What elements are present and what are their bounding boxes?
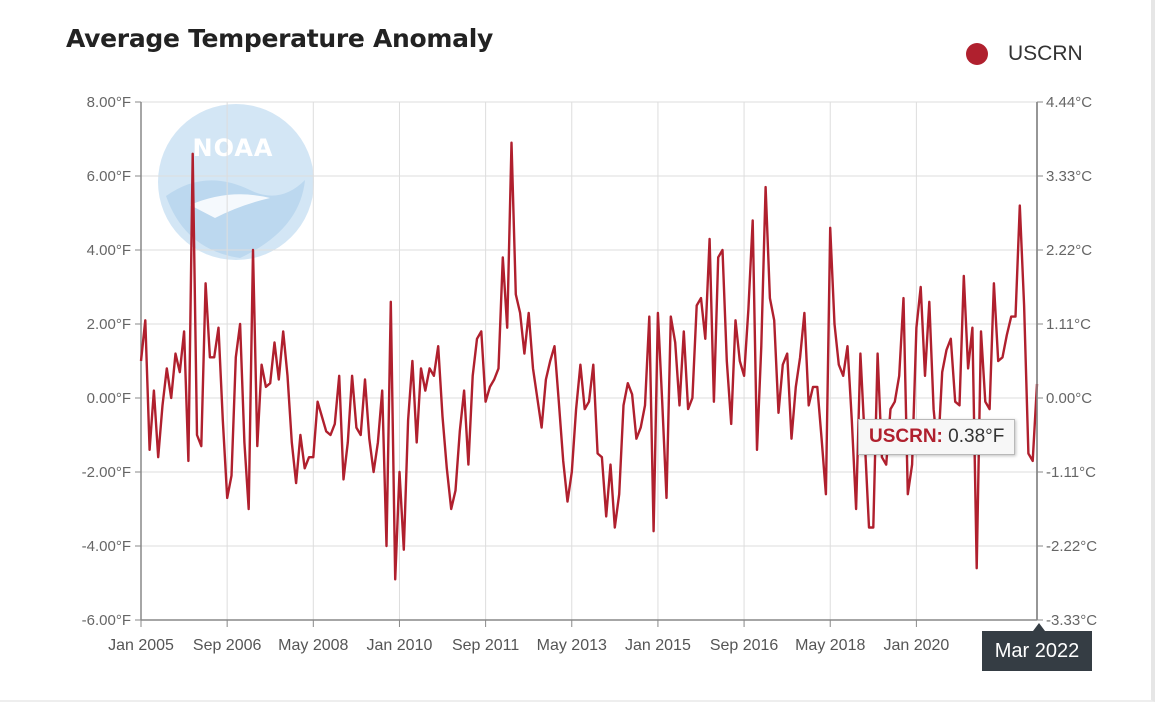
x-tick-label: Sep 2006 [193, 637, 262, 654]
y2-tick-label: 3.33°C [1046, 168, 1092, 185]
x-tick-label: May 2008 [278, 637, 348, 654]
y-tick-label: -2.00°F [82, 464, 131, 481]
y-tick-label: -4.00°F [82, 538, 131, 555]
y2-tick-label: 1.11°C [1046, 316, 1091, 333]
y2-tick-label: 0.00°C [1046, 390, 1092, 407]
x-tick-label: Jan 2010 [367, 637, 433, 654]
noaa-logo-text: NOAA [193, 134, 274, 162]
chart-title: Average Temperature Anomaly [66, 24, 493, 53]
legend-marker-icon [966, 43, 988, 65]
x-tick-label: Jan 2005 [108, 637, 174, 654]
hover-tooltip: USCRN: 0.38°F [858, 419, 1016, 455]
y-tick-label: 2.00°F [87, 316, 131, 333]
y2-tick-label: 4.44°C [1046, 94, 1092, 111]
y-tick-label: 0.00°F [87, 390, 131, 407]
y2-tick-label: -1.11°C [1046, 464, 1096, 481]
x-axis: Jan 2005 Sep 2006 May 2008 Jan 2010 Sep 2011… [108, 620, 949, 654]
x-tick-label: Jan 2020 [883, 637, 949, 654]
y2-tick-label: -3.33°C [1046, 612, 1097, 629]
y-tick-label: 6.00°F [87, 168, 131, 185]
tooltip-value: 0.38°F [948, 426, 1005, 447]
y-tick-label: -6.00°F [82, 612, 131, 629]
y2-tick-label: 2.22°C [1046, 242, 1092, 259]
x-tick-label: Sep 2011 [452, 637, 519, 654]
noaa-logo-watermark: NOAA [158, 104, 314, 260]
legend-item-uscrn[interactable]: USCRN [966, 42, 1083, 66]
y-tick-label: 4.00°F [87, 242, 131, 259]
tooltip-series-name: USCRN: [869, 426, 943, 447]
y2-tick-label: -2.22°C [1046, 538, 1097, 555]
y-axis-right: 4.44°C 3.33°C 2.22°C 1.11°C 0.00°C -1.11°C -2.… [1037, 94, 1097, 629]
x-tick-label: May 2013 [537, 637, 607, 654]
y-tick-label: 8.00°F [87, 94, 131, 111]
legend-label: USCRN [1008, 42, 1083, 65]
x-axis-hover-label: Mar 2022 [982, 623, 1092, 671]
y-axis-left: 8.00°F 6.00°F 4.00°F 2.00°F 0.00°F -2.00°F -4.… [82, 94, 141, 629]
x-tick-label: May 2018 [795, 637, 865, 654]
x-tick-label: Sep 2016 [710, 637, 779, 654]
x-tick-label: Jan 2015 [625, 637, 691, 654]
